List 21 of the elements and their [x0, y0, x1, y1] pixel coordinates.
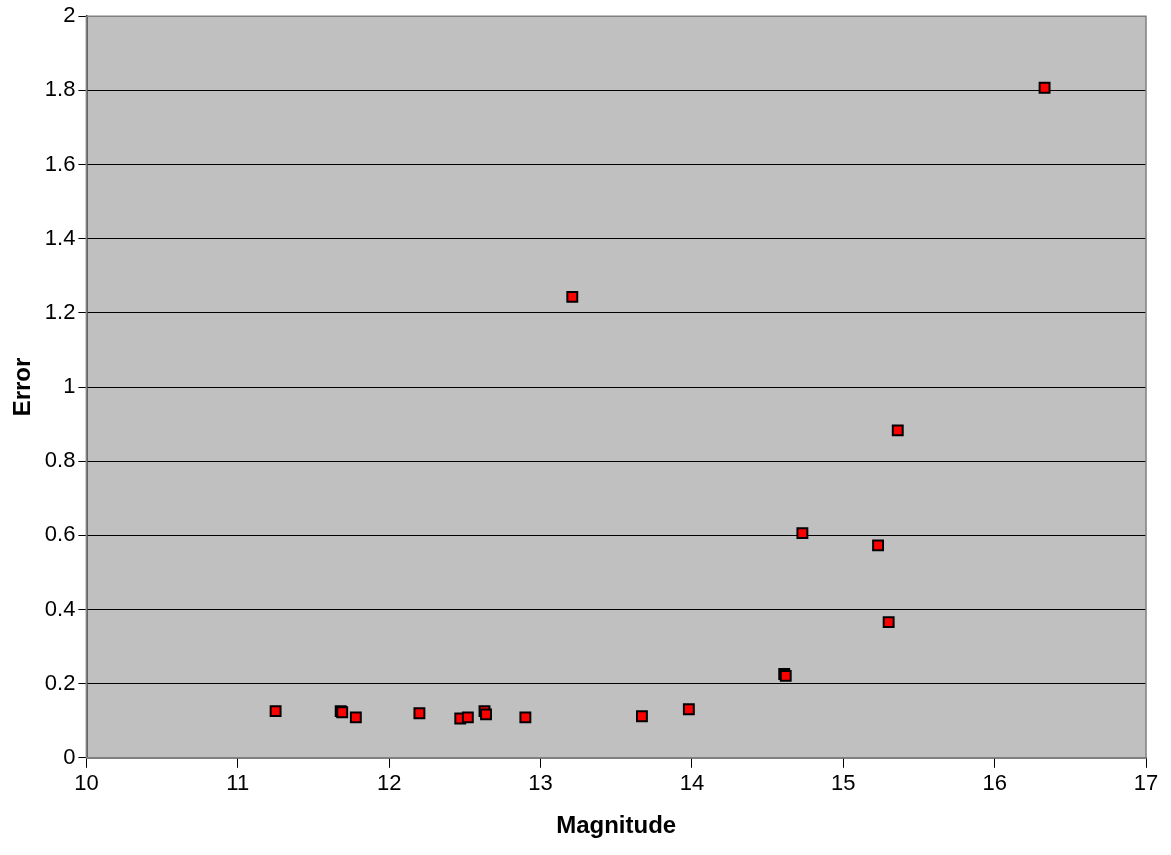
y-tick-label: 1 [63, 373, 76, 399]
y-tick-label: 2 [63, 2, 76, 28]
y-tick-label: 0.6 [44, 521, 76, 547]
x-axis-title: Magnitude [556, 811, 677, 839]
x-tick-label: 17 [1133, 770, 1159, 796]
y-tick-label: 1.4 [44, 224, 76, 250]
y-tick-label: 0.2 [44, 669, 76, 695]
x-tick-label: 11 [226, 770, 250, 796]
y-axis-title: Error [8, 357, 36, 417]
x-tick-label: 13 [528, 770, 553, 796]
y-tick-label: 1.2 [44, 298, 76, 324]
y-tick-label: 0 [63, 743, 76, 769]
y-tick-label: 0.4 [44, 595, 76, 621]
x-tick-label: 10 [74, 770, 99, 796]
x-tick-label: 12 [376, 770, 402, 796]
y-tick-label: 1.8 [44, 76, 76, 102]
y-tick-label: 1.6 [44, 150, 76, 176]
y-tick-label: 0.8 [44, 447, 76, 473]
x-tick-label: 16 [982, 770, 1007, 796]
x-tick-label: 15 [831, 770, 856, 796]
x-tick-label: 14 [679, 770, 705, 796]
